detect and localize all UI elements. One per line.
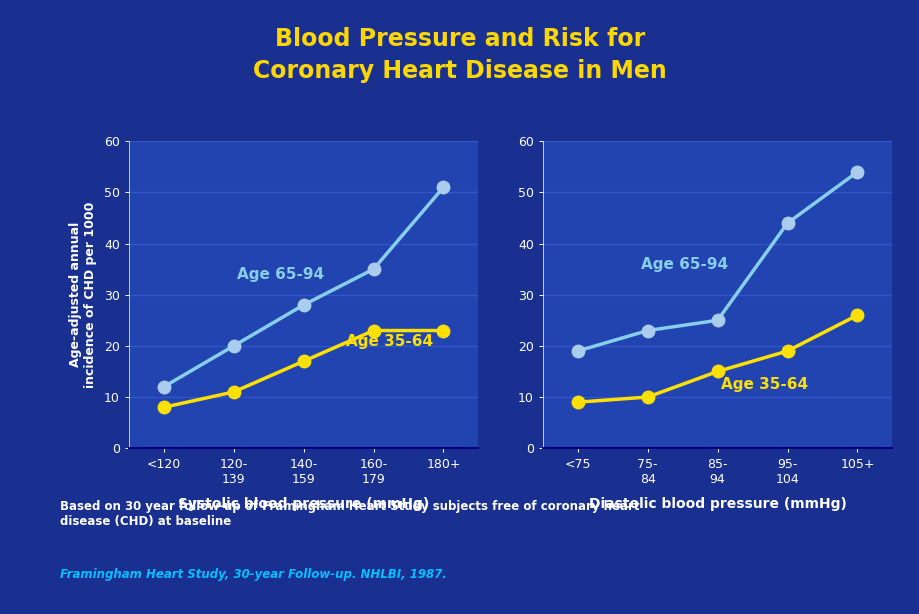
Text: Framingham Heart Study, 30-year Follow-up. NHLBI, 1987.: Framingham Heart Study, 30-year Follow-u… xyxy=(60,568,446,581)
Text: Blood Pressure and Risk for
Coronary Heart Disease in Men: Blood Pressure and Risk for Coronary Hea… xyxy=(253,28,666,83)
Text: Age 35-64: Age 35-64 xyxy=(720,378,808,392)
X-axis label: Diastolic blood pressure (mmHg): Diastolic blood pressure (mmHg) xyxy=(588,497,845,511)
Text: Based on 30 year follow-up of Framingham Heart Study subjects free of coronary h: Based on 30 year follow-up of Framingham… xyxy=(60,500,639,529)
Y-axis label: Age-adjusted annual
incidence of CHD per 1000: Age-adjusted annual incidence of CHD per… xyxy=(69,201,96,388)
X-axis label: Systolic blood pressure (mmHg): Systolic blood pressure (mmHg) xyxy=(177,497,429,511)
Text: Age 65-94: Age 65-94 xyxy=(237,267,324,282)
Text: Age 35-64: Age 35-64 xyxy=(346,334,432,349)
Text: Age 65-94: Age 65-94 xyxy=(640,257,727,272)
